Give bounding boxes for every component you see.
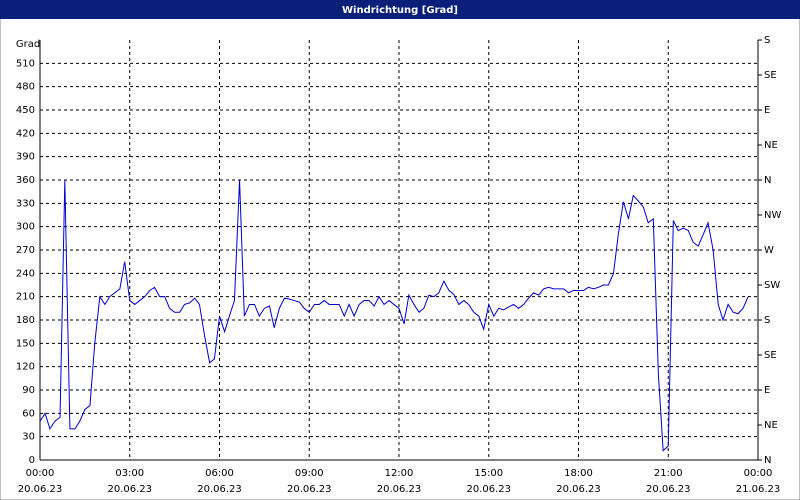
y2-tick-label: E [764, 385, 770, 396]
y-tick-label: 150 [16, 338, 35, 349]
y-tick-label: 60 [22, 408, 35, 419]
x-tick-date: 20.06.23 [18, 484, 63, 495]
x-tick-date: 20.06.23 [646, 484, 691, 495]
x-tick-label: 00:00 [26, 468, 55, 479]
y-tick-label: 300 [16, 222, 35, 233]
title-bar [0, 0, 800, 19]
y-tick-label: 480 [16, 82, 35, 93]
y2-tick-label: SW [764, 280, 780, 291]
y2-tick-label: E [764, 105, 770, 116]
y-axis-label: Grad [16, 39, 40, 50]
x-tick-date: 20.06.23 [556, 484, 601, 495]
x-tick-label: 15:00 [474, 468, 503, 479]
y2-tick-label: S [764, 315, 770, 326]
y2-tick-label: SE [764, 70, 777, 81]
x-tick-label: 12:00 [385, 468, 414, 479]
x-tick-date: 20.06.23 [466, 484, 511, 495]
y2-tick-label: SE [764, 350, 777, 361]
y-tick-label: 210 [16, 292, 35, 303]
y-tick-label: 30 [22, 432, 35, 443]
x-tick-label: 00:00 [744, 468, 773, 479]
y-tick-label: 450 [16, 105, 35, 116]
y-tick-label: 510 [16, 58, 35, 69]
y2-tick-label: NW [764, 210, 781, 221]
y-tick-label: 0 [29, 455, 35, 466]
y2-tick-label: N [764, 455, 771, 466]
y-tick-label: 390 [16, 152, 35, 163]
x-tick-date: 20.06.23 [197, 484, 242, 495]
x-tick-label: 06:00 [205, 468, 234, 479]
y-tick-label: 270 [16, 245, 35, 256]
x-tick-date: 21.06.23 [736, 484, 781, 495]
y2-tick-label: S [764, 35, 770, 46]
y-tick-label: 360 [16, 175, 35, 186]
y-tick-label: 330 [16, 198, 35, 209]
x-tick-date: 20.06.23 [377, 484, 422, 495]
x-tick-date: 20.06.23 [107, 484, 152, 495]
chart-title: Windrichtung [Grad] [342, 5, 458, 16]
x-tick-label: 03:00 [115, 468, 144, 479]
y-tick-label: 180 [16, 315, 35, 326]
x-tick-label: 09:00 [295, 468, 324, 479]
y-tick-label: 120 [16, 362, 35, 373]
y2-tick-label: N [764, 175, 771, 186]
y2-tick-label: NE [764, 140, 778, 151]
y2-tick-label: W [764, 245, 774, 256]
line-series [39, 179, 749, 452]
x-tick-date: 20.06.23 [287, 484, 332, 495]
y-tick-label: 90 [22, 385, 35, 396]
y-tick-label: 240 [16, 268, 35, 279]
y2-tick-label: NE [764, 420, 778, 431]
x-tick-label: 18:00 [564, 468, 593, 479]
x-tick-label: 21:00 [654, 468, 683, 479]
y-tick-label: 420 [16, 128, 35, 139]
